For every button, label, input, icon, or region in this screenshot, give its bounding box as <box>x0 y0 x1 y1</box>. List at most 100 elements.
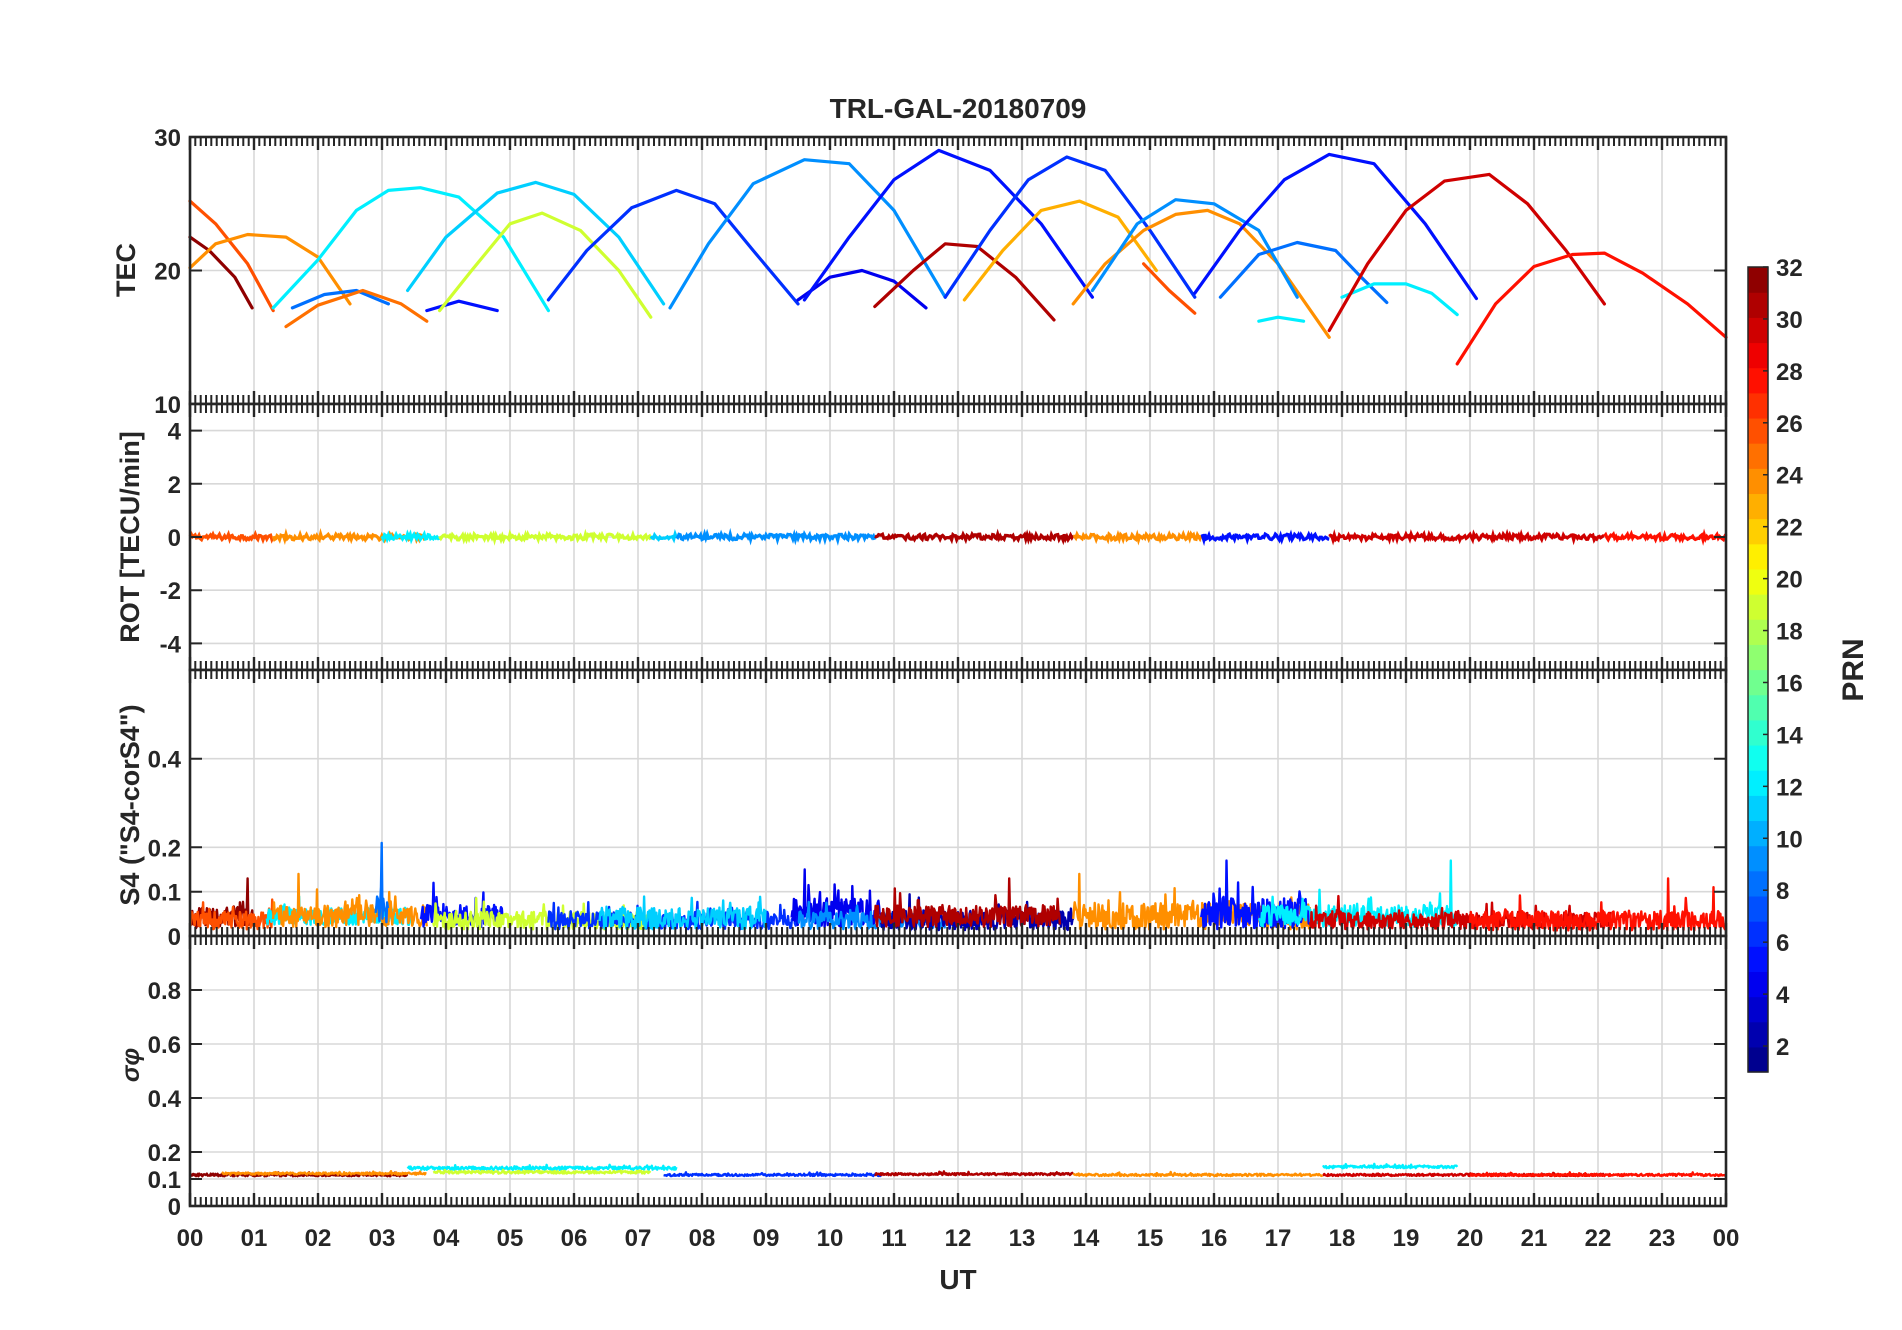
sigma_phi-trace-prn-24 <box>1072 1170 1324 1178</box>
tec-arc-prn-5 <box>802 148 1095 302</box>
colorbar-swatch <box>1748 770 1768 796</box>
tec-arc-prn-26 <box>1141 262 1197 315</box>
colorbar-swatch <box>1748 795 1768 822</box>
ytick-label: 0 <box>168 924 181 951</box>
sigma_phi-ytick-labels: 00.10.2 0.4 0.6 0.8 <box>148 978 182 1221</box>
colorbar-tick-label: 20 <box>1776 567 1803 594</box>
xtick-label: 19 <box>1393 1225 1420 1252</box>
xtick-label: 18 <box>1329 1225 1356 1252</box>
colorbar-swatch <box>1748 267 1768 293</box>
tec-arc-prn-4 <box>796 268 928 310</box>
colorbar-label: PRN <box>1837 638 1870 701</box>
rot-line-prn-11 <box>649 528 678 544</box>
colorbar-swatch <box>1748 946 1768 972</box>
xtick-label: 07 <box>625 1225 652 1252</box>
colorbar-tick-label: 28 <box>1776 359 1803 386</box>
colorbar-swatch <box>1748 1021 1768 1048</box>
rot-line-prn-24 <box>1073 529 1203 546</box>
colorbar-tick-label: 16 <box>1776 671 1803 698</box>
xtick-label: 15 <box>1137 1225 1164 1252</box>
x-axis-label: UT <box>939 1264 976 1295</box>
rot-series <box>188 527 1728 547</box>
colorbar-swatch <box>1748 719 1768 746</box>
s4-ylabel: S4 ("S4-corS4") <box>115 704 145 905</box>
rot-line-prn-9 <box>675 527 877 546</box>
s4-series <box>188 841 1727 932</box>
colorbar-swatch <box>1748 594 1768 620</box>
tec-arc-prn-19 <box>438 211 653 319</box>
rot-ytick-labels: -4 -2 0 2 4 <box>160 419 182 659</box>
ytick-label: 0.1 <box>148 880 181 907</box>
s4-trace-prn-24 <box>272 872 428 929</box>
ytick-label: 30 <box>154 125 181 152</box>
colorbar-tick-label: 6 <box>1776 930 1789 957</box>
xtick-label: 00 <box>177 1225 204 1252</box>
xtick-label: 05 <box>497 1225 524 1252</box>
tec-series <box>188 148 1728 366</box>
colorbar-swatch <box>1748 694 1768 721</box>
sigma-phi-ylabel: σφ <box>117 1048 145 1082</box>
xtick-label: 23 <box>1649 1225 1676 1252</box>
xtick-label: 22 <box>1585 1225 1612 1252</box>
xtick-label: 01 <box>241 1225 268 1252</box>
ytick-label: 0.4 <box>148 1086 182 1113</box>
tec-arc-prn-6 <box>546 188 800 306</box>
xtick-label: 13 <box>1009 1225 1036 1252</box>
tec-arc-prn-5 <box>1193 152 1479 301</box>
sigma_phi-trace-prn-19 <box>432 1168 652 1175</box>
tec-arc-prn-25 <box>284 288 429 329</box>
s4-trace-prn-11 <box>598 895 767 931</box>
tec-arc-prn-12 <box>1340 282 1459 317</box>
ytick-label: 0.1 <box>148 1167 181 1194</box>
ytick-label: -2 <box>160 578 181 605</box>
colorbar-swatch <box>1748 996 1768 1023</box>
colorbar-tick-label: 14 <box>1776 722 1803 749</box>
colorbar-swatch <box>1748 367 1768 394</box>
tec-arc-prn-30 <box>1327 172 1607 333</box>
s4-trace-prn-31 <box>873 877 1062 929</box>
sigma-phi-panel: 00.10.2 0.4 0.6 0.8 <box>148 934 1728 1221</box>
tec-arc-prn-8 <box>1218 240 1389 305</box>
colorbar-swatch <box>1748 744 1768 771</box>
tec-arc-prn-32 <box>188 235 254 310</box>
rot-line-prn-30 <box>1328 528 1605 546</box>
rot-panel: -4 -2 0 2 4 <box>160 402 1728 672</box>
ytick-label: 20 <box>154 259 181 286</box>
xtick-label: 21 <box>1521 1225 1548 1252</box>
tec-arc-prn-31 <box>873 242 1056 322</box>
tec-arc-prn-6 <box>943 155 1197 299</box>
s4-trace-prn-28 <box>1468 877 1727 932</box>
xtick-label: 20 <box>1457 1225 1484 1252</box>
colorbar-frame <box>1747 266 1769 1073</box>
colorbar-swatch <box>1748 292 1768 318</box>
tec-arc-prn-9 <box>1090 198 1299 299</box>
colorbar-tick-label: 2 <box>1776 1034 1789 1061</box>
xtick-label: 04 <box>433 1225 460 1252</box>
colorbar-swatch <box>1748 317 1768 344</box>
sigma_phi-axes-box <box>188 934 1728 1208</box>
xtick-label: 16 <box>1201 1225 1228 1252</box>
tec-arc-prn-12 <box>271 186 551 313</box>
xtick-label: 02 <box>305 1225 332 1252</box>
colorbar-swatch <box>1748 518 1768 545</box>
x-axis-tick-labels: 00 01 02 03 04 05 06 07 08 09 10 11 12 13 14 15 16 17 18 19… <box>177 1225 1740 1252</box>
ytick-label: 0 <box>168 525 181 552</box>
colorbar-swatch <box>1748 619 1768 645</box>
tec-grid <box>190 137 1726 404</box>
colorbar-tick-label: 22 <box>1776 515 1803 542</box>
colorbar-swatch <box>1748 342 1768 369</box>
tec-arc-prn-9 <box>668 158 947 310</box>
xtick-label: 11 <box>881 1225 906 1252</box>
sigma_phi-trace-prn-28 <box>1469 1171 1727 1178</box>
colorbar-swatch <box>1748 845 1768 872</box>
ytick-label: 4 <box>168 419 182 446</box>
colorbar-tick-label: 18 <box>1776 619 1803 646</box>
tec-arc-prn-12 <box>1257 315 1306 323</box>
tec-arc-prn-24 <box>188 232 352 306</box>
ytick-label: 0.6 <box>148 1032 181 1059</box>
sigma_phi-trace-prn-12 <box>1322 1162 1459 1170</box>
tec-arc-prn-23 <box>962 199 1159 302</box>
ytick-label: 0.4 <box>148 747 182 774</box>
ytick-label: 0.8 <box>148 978 181 1005</box>
rot-line-prn-19 <box>438 528 653 546</box>
